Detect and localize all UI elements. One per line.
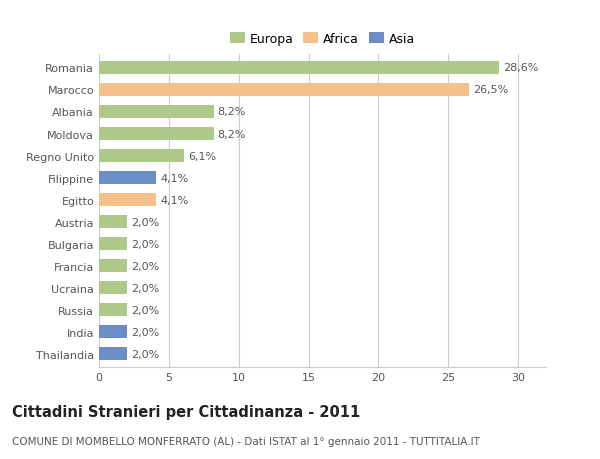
Text: 4,1%: 4,1% bbox=[160, 173, 189, 183]
Bar bbox=[99, 172, 156, 185]
Text: 2,0%: 2,0% bbox=[131, 305, 160, 315]
Text: 2,0%: 2,0% bbox=[131, 349, 160, 359]
Bar bbox=[99, 237, 127, 251]
Text: Cittadini Stranieri per Cittadinanza - 2011: Cittadini Stranieri per Cittadinanza - 2… bbox=[12, 404, 360, 419]
Text: 2,0%: 2,0% bbox=[131, 239, 160, 249]
Text: 2,0%: 2,0% bbox=[131, 261, 160, 271]
Text: 6,1%: 6,1% bbox=[188, 151, 217, 161]
Text: 8,2%: 8,2% bbox=[218, 107, 246, 117]
Bar bbox=[99, 194, 156, 207]
Bar bbox=[99, 62, 499, 75]
Text: 2,0%: 2,0% bbox=[131, 327, 160, 337]
Bar bbox=[99, 281, 127, 295]
Bar bbox=[99, 84, 469, 97]
Legend: Europa, Africa, Asia: Europa, Africa, Asia bbox=[227, 30, 418, 48]
Text: 4,1%: 4,1% bbox=[160, 195, 189, 205]
Bar bbox=[99, 303, 127, 317]
Bar bbox=[99, 128, 214, 141]
Bar bbox=[99, 216, 127, 229]
Bar bbox=[99, 325, 127, 339]
Text: 2,0%: 2,0% bbox=[131, 283, 160, 293]
Bar bbox=[99, 347, 127, 361]
Text: COMUNE DI MOMBELLO MONFERRATO (AL) - Dati ISTAT al 1° gennaio 2011 - TUTTITALIA.: COMUNE DI MOMBELLO MONFERRATO (AL) - Dat… bbox=[12, 436, 480, 446]
Bar bbox=[99, 259, 127, 273]
Text: 8,2%: 8,2% bbox=[218, 129, 246, 139]
Bar bbox=[99, 150, 184, 163]
Text: 26,5%: 26,5% bbox=[473, 85, 509, 95]
Text: 28,6%: 28,6% bbox=[503, 63, 538, 73]
Bar bbox=[99, 106, 214, 119]
Text: 2,0%: 2,0% bbox=[131, 217, 160, 227]
